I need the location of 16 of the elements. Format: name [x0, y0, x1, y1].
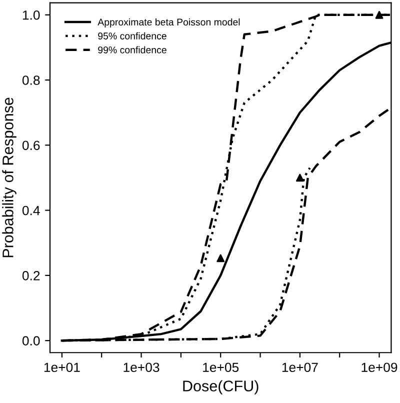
y-tick-label: 1.0 [22, 10, 40, 20]
y-tick-label: 0.4 [22, 206, 40, 216]
y-tick-label: 0.0 [22, 336, 40, 346]
y-tick-label: 0.8 [22, 76, 40, 85]
x-tick-label: 1e+05 [203, 362, 239, 372]
x-tick-label: 1e+07 [282, 362, 318, 372]
legend-label: 95% confidence [98, 32, 166, 40]
x-axis-title: Dose(CFU) [183, 380, 258, 394]
y-axis-title: Probability of Response [2, 98, 16, 258]
legend-label: 99% confidence [98, 46, 166, 54]
legend-label: Approximate beta Poisson model [98, 18, 240, 28]
y-tick-label: 0.6 [22, 140, 40, 150]
y-tick-label: 0.2 [22, 271, 40, 280]
x-tick-label: 1e+09 [362, 362, 398, 372]
x-tick-label: 1e+03 [124, 362, 160, 372]
x-tick-label: 1e+01 [44, 362, 80, 372]
